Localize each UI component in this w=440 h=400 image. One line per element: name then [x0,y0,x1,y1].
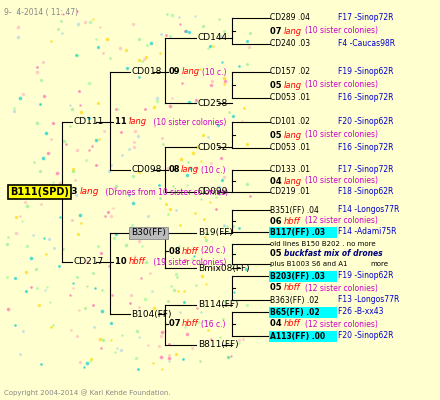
Text: B117(FF) .03: B117(FF) .03 [270,228,325,236]
Text: B65(FF) .02: B65(FF) .02 [270,308,319,316]
Text: lang: lang [129,118,147,126]
Text: lang: lang [181,166,199,174]
Text: 07: 07 [169,320,183,328]
Text: CD144: CD144 [198,34,228,42]
Text: (12 sister colonies): (12 sister colonies) [305,320,378,328]
Text: 05: 05 [270,284,285,292]
Text: B114(FF): B114(FF) [198,300,238,310]
Text: B203(FF) .03: B203(FF) .03 [270,272,325,280]
Text: (10 sister colonies): (10 sister colonies) [305,176,378,186]
Text: (19 sister colonies): (19 sister colonies) [151,258,226,266]
Text: 07: 07 [270,26,284,36]
Text: A113(FF) .00: A113(FF) .00 [270,332,325,340]
Text: (12 sister colonies): (12 sister colonies) [305,216,378,226]
Text: hbff: hbff [284,284,301,292]
Text: F20 -Sinop62R: F20 -Sinop62R [338,332,393,340]
Text: lang: lang [284,176,302,186]
Text: CD018: CD018 [131,68,161,76]
Text: (10 c.): (10 c.) [201,166,225,174]
Text: 08: 08 [169,246,183,256]
Text: F4 -Caucas98R: F4 -Caucas98R [338,40,395,48]
Text: (10 c.): (10 c.) [202,68,227,76]
Text: F18 -Sinop62R: F18 -Sinop62R [338,188,393,196]
Text: (10 sister colonies): (10 sister colonies) [305,130,378,140]
Text: CD157 .02: CD157 .02 [270,68,310,76]
Text: B104(FF): B104(FF) [131,310,172,318]
Text: (Drones from 10 sister colonies): (Drones from 10 sister colonies) [103,188,228,196]
Text: (16 c.): (16 c.) [201,320,225,328]
Text: F13 -Longos77R: F13 -Longos77R [338,296,400,304]
Text: CD258: CD258 [198,98,228,108]
Text: B111(SPD): B111(SPD) [10,187,69,197]
Text: 13: 13 [65,188,81,196]
Text: F20 -Sinop62R: F20 -Sinop62R [338,118,393,126]
Text: B351(FF) .04: B351(FF) .04 [270,206,319,214]
Text: buckfast mix of drones: buckfast mix of drones [284,250,383,258]
Text: F16 -Sinop72R: F16 -Sinop72R [338,144,393,152]
Text: CD240 .03: CD240 .03 [270,40,310,48]
Text: hbff: hbff [284,216,301,226]
Text: 05: 05 [270,80,285,90]
Text: (12 sister colonies): (12 sister colonies) [305,284,378,292]
Text: lang: lang [284,80,302,90]
Text: hbff: hbff [182,246,198,256]
Text: CD289 .04: CD289 .04 [270,14,310,22]
FancyBboxPatch shape [269,270,337,282]
Text: 05: 05 [270,130,285,140]
Text: Bmix08(FF): Bmix08(FF) [198,264,249,272]
Text: plus B1003 S6 and A1: plus B1003 S6 and A1 [270,261,348,267]
Text: CD101 .02: CD101 .02 [270,118,310,126]
Text: CD217: CD217 [73,258,103,266]
FancyBboxPatch shape [269,330,337,342]
Text: CD053 .01: CD053 .01 [270,94,310,102]
Text: CD053 .01: CD053 .01 [270,144,310,152]
Text: 04: 04 [270,320,285,328]
Text: F17 -Sinop72R: F17 -Sinop72R [338,14,393,22]
Text: F14 -Adami75R: F14 -Adami75R [338,228,396,236]
Text: B19(FF): B19(FF) [198,228,233,238]
Text: 09: 09 [169,68,180,76]
Text: 04: 04 [270,176,285,186]
Text: 05: 05 [270,250,285,258]
Text: CD111: CD111 [73,118,103,126]
Text: B811(FF): B811(FF) [198,340,238,350]
Text: F17 -Sinop72R: F17 -Sinop72R [338,166,393,174]
Text: hbff: hbff [182,320,198,328]
Text: F14 -Longos77R: F14 -Longos77R [338,206,400,214]
Text: old lines B150 B202 . no more: old lines B150 B202 . no more [270,241,376,247]
Text: F19 -Sinop62R: F19 -Sinop62R [338,68,393,76]
Text: lang: lang [80,188,99,196]
Text: hbff: hbff [284,320,301,328]
Text: (10 sister colonies): (10 sister colonies) [305,80,378,90]
FancyBboxPatch shape [269,226,337,238]
Text: hbff: hbff [129,258,146,266]
Text: lang: lang [284,26,302,36]
Text: CD052: CD052 [198,142,228,152]
Text: more: more [370,261,388,267]
Text: lang: lang [182,68,200,76]
FancyBboxPatch shape [269,306,337,318]
Text: 10: 10 [115,258,129,266]
Text: lang: lang [284,130,302,140]
Text: B363(FF) .02: B363(FF) .02 [270,296,319,304]
Text: F19 -Sinop62R: F19 -Sinop62R [338,272,393,280]
Text: CD098: CD098 [131,166,161,174]
Text: (10 sister colonies): (10 sister colonies) [305,26,378,36]
Text: 08: 08 [169,166,180,174]
Text: 06: 06 [270,216,285,226]
Text: CD099: CD099 [198,188,228,196]
Text: CD133 .01: CD133 .01 [270,166,310,174]
Text: 9-  4-2014 ( 11: 47): 9- 4-2014 ( 11: 47) [4,8,78,17]
Text: F16 -Sinop72R: F16 -Sinop72R [338,94,393,102]
Text: Copyright 2004-2014 @ Karl Kehde Foundation.: Copyright 2004-2014 @ Karl Kehde Foundat… [4,389,171,396]
Text: F26 -B-xx43: F26 -B-xx43 [338,308,384,316]
Text: (20 c.): (20 c.) [201,246,225,256]
Text: 11: 11 [115,118,130,126]
Text: B30(FF): B30(FF) [131,228,166,238]
Text: (10 sister colonies): (10 sister colonies) [151,118,226,126]
Text: CD219 .01: CD219 .01 [270,188,310,196]
